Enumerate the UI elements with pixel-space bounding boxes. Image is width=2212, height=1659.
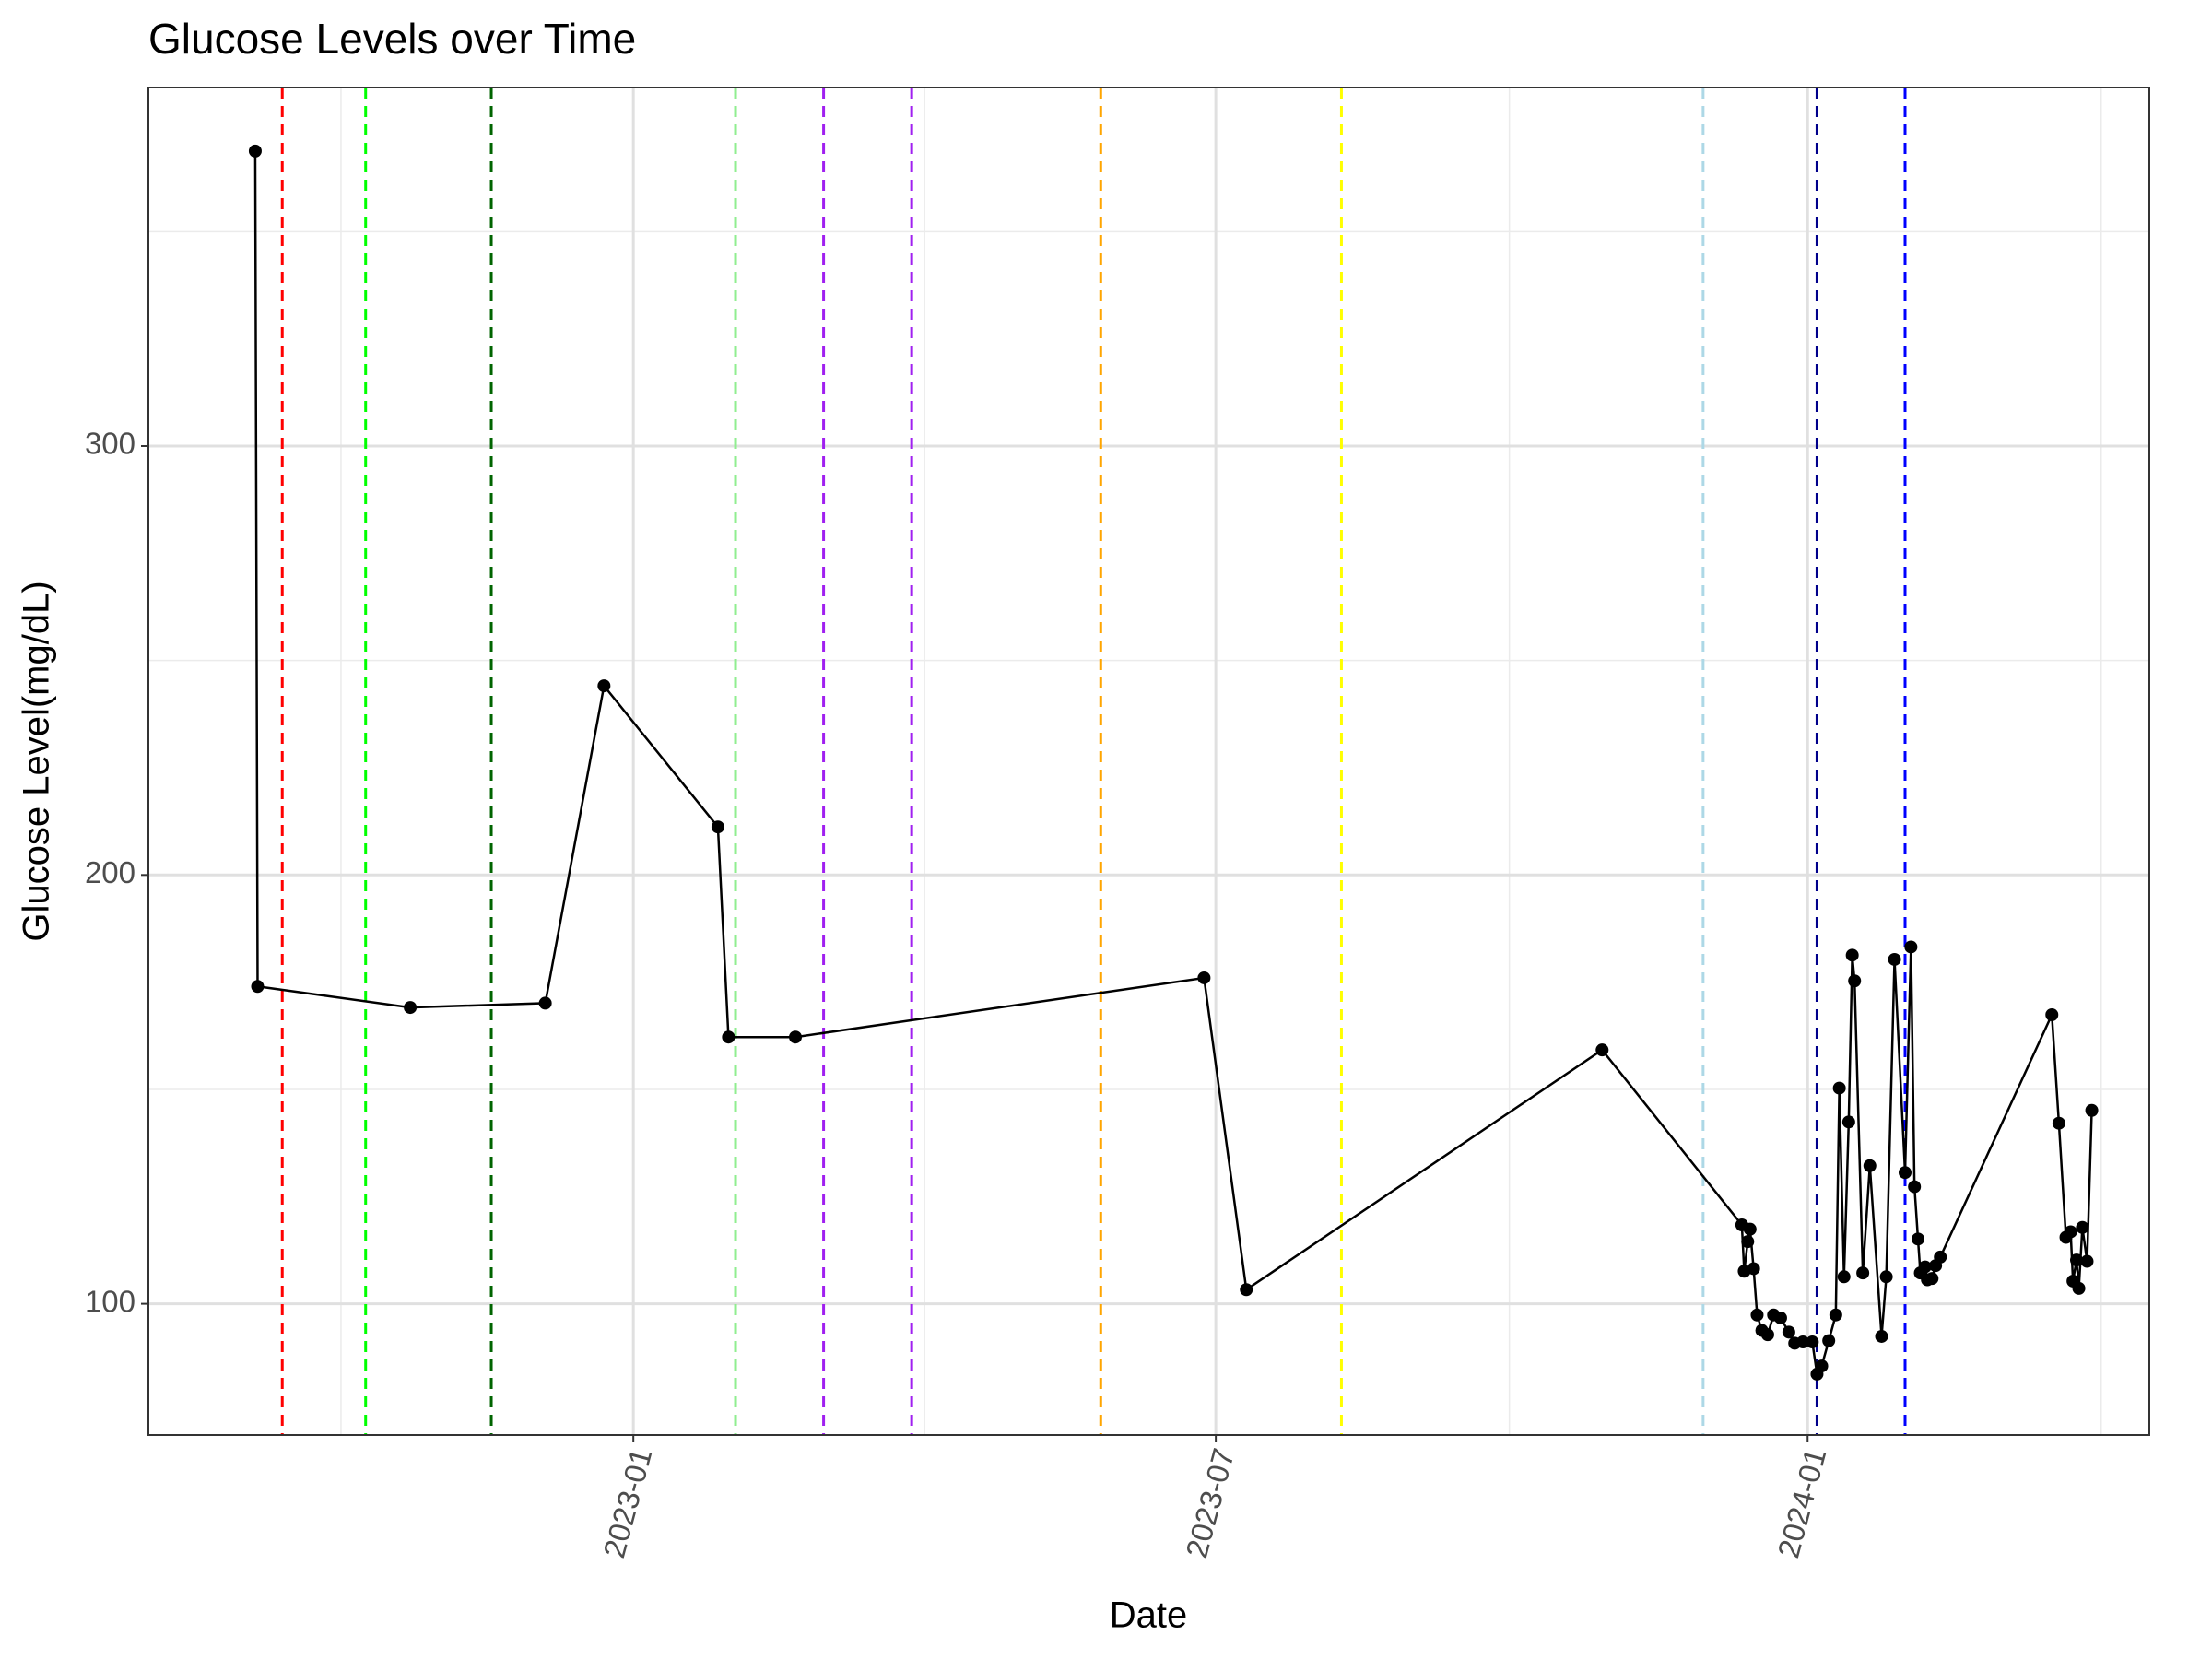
point: [1904, 940, 1918, 954]
point: [2045, 1007, 2059, 1021]
plot-border: [147, 87, 2150, 1436]
chart-title: Glucose Levels over Time: [148, 15, 636, 63]
point: [1747, 1262, 1760, 1276]
point: [1888, 952, 1901, 966]
point: [1829, 1308, 1842, 1322]
point: [1741, 1235, 1755, 1249]
point: [2085, 1103, 2099, 1117]
point: [1912, 1232, 1925, 1246]
point: [789, 1030, 803, 1044]
point: [1879, 1270, 1893, 1284]
point: [1197, 971, 1211, 984]
point: [1918, 1260, 1932, 1274]
x-tick-label: 2023-07: [1179, 1444, 1241, 1561]
point: [1815, 1359, 1829, 1373]
y-tick-label: 200: [85, 855, 135, 889]
point: [1841, 1115, 1855, 1129]
point: [1908, 1180, 1922, 1194]
point: [1832, 1081, 1846, 1095]
point: [1760, 1328, 1774, 1342]
point: [1806, 1335, 1819, 1349]
y-axis-label: Glucose Level(mg/dL): [17, 581, 57, 941]
point: [404, 1001, 418, 1015]
point: [1875, 1329, 1888, 1343]
point: [711, 820, 724, 834]
point: [2072, 1281, 2086, 1295]
x-tick-label: 2023-01: [596, 1444, 658, 1561]
point: [1837, 1270, 1851, 1284]
x-axis-label: Date: [1110, 1595, 1188, 1636]
point: [1898, 1166, 1912, 1180]
point: [1934, 1250, 1947, 1264]
y-tick-label: 300: [85, 427, 135, 461]
point: [1848, 974, 1862, 988]
point: [1845, 948, 1859, 962]
point: [251, 980, 265, 994]
point: [2076, 1220, 2089, 1234]
point: [2080, 1254, 2094, 1268]
point: [1863, 1159, 1877, 1172]
point: [1773, 1311, 1787, 1324]
y-tick-label: 100: [85, 1284, 135, 1318]
point: [597, 679, 611, 693]
point: [2064, 1225, 2077, 1239]
point: [1240, 1283, 1253, 1297]
point: [1750, 1308, 1764, 1322]
point: [1595, 1043, 1609, 1057]
point: [1743, 1222, 1757, 1236]
point: [1822, 1334, 1836, 1347]
point: [248, 144, 262, 158]
point: [722, 1030, 735, 1044]
point: [1856, 1266, 1870, 1280]
point: [2070, 1253, 2084, 1267]
point: [2052, 1116, 2065, 1130]
point: [1782, 1325, 1795, 1339]
x-tick-label: 2024-01: [1771, 1444, 1832, 1561]
point: [1796, 1335, 1810, 1349]
point: [1925, 1272, 1939, 1286]
point: [538, 996, 552, 1010]
